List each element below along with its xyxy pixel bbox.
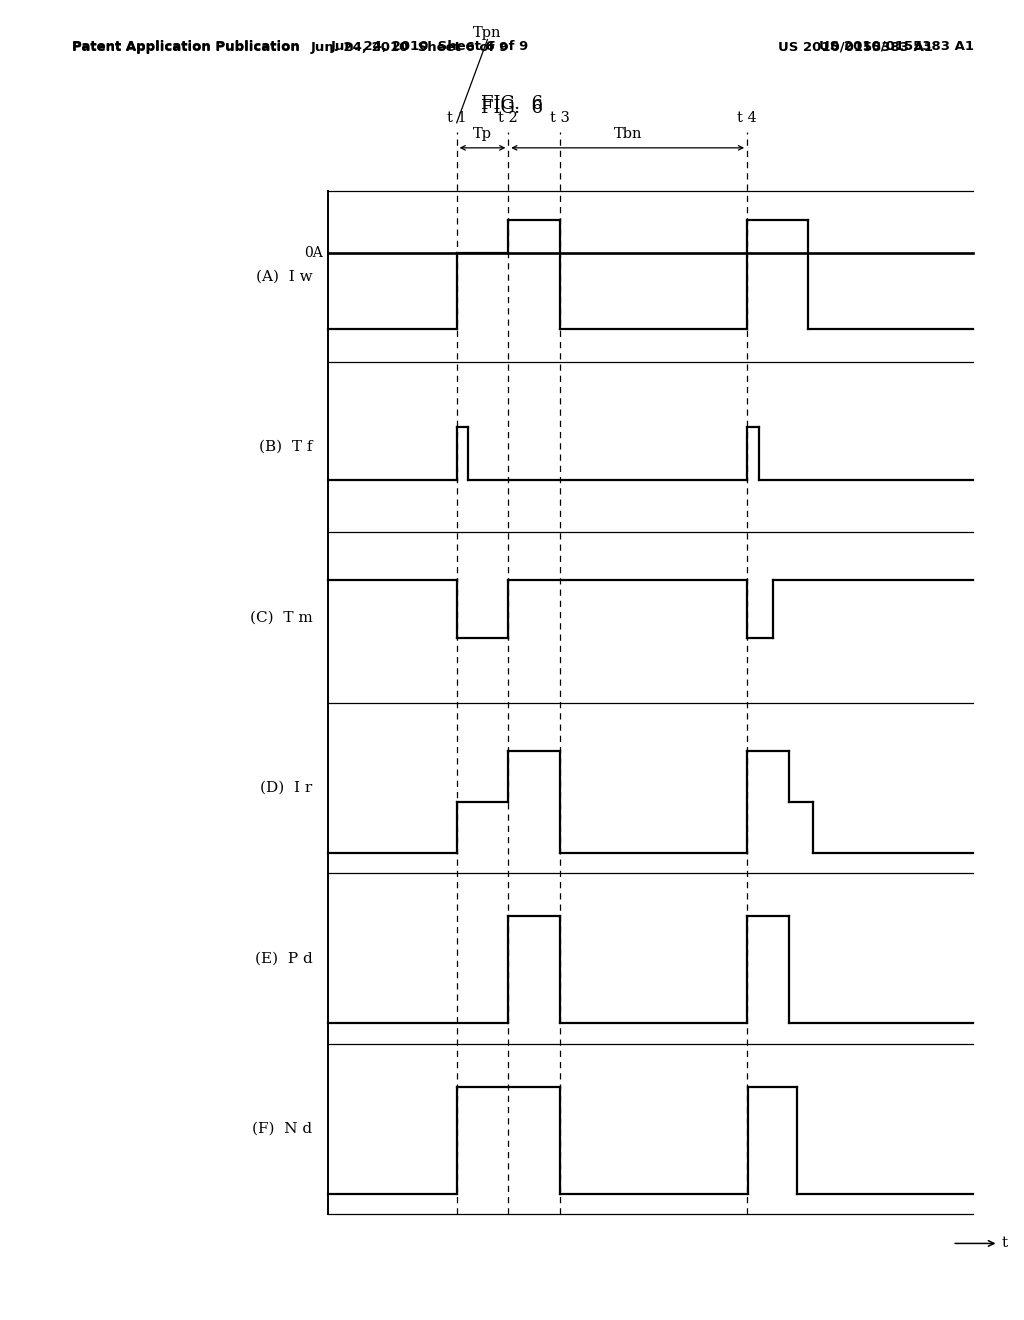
Text: Tp: Tp [473, 127, 492, 141]
Text: t 4: t 4 [737, 111, 757, 125]
Text: Tbn: Tbn [613, 127, 642, 141]
Text: Patent Application Publication: Patent Application Publication [72, 41, 299, 54]
Text: Jun. 24, 2010  Sheet 6 of 9: Jun. 24, 2010 Sheet 6 of 9 [331, 40, 529, 53]
Text: Patent Application Publication: Patent Application Publication [72, 40, 299, 53]
Text: FIG.  6: FIG. 6 [481, 95, 543, 114]
Text: (D)  I r: (D) I r [260, 781, 312, 795]
Text: US 2010/0155383 A1: US 2010/0155383 A1 [778, 41, 933, 54]
Text: 0A: 0A [304, 246, 323, 260]
Text: t: t [1001, 1237, 1008, 1250]
Text: US 2010/0155383 A1: US 2010/0155383 A1 [819, 40, 974, 53]
Text: (B)  T f: (B) T f [259, 440, 312, 454]
Text: Jun. 24, 2010  Sheet 6 of 9: Jun. 24, 2010 Sheet 6 of 9 [310, 41, 509, 54]
Text: (E)  P d: (E) P d [255, 952, 312, 966]
Text: FIG.  6: FIG. 6 [481, 99, 543, 117]
Text: Tpn: Tpn [473, 25, 502, 40]
Text: (F)  N d: (F) N d [252, 1122, 312, 1137]
Text: t 1: t 1 [446, 111, 467, 125]
Text: (A)  I w: (A) I w [256, 269, 312, 284]
Text: (C)  T m: (C) T m [250, 611, 312, 624]
Text: t 3: t 3 [550, 111, 570, 125]
Text: t 2: t 2 [499, 111, 518, 125]
